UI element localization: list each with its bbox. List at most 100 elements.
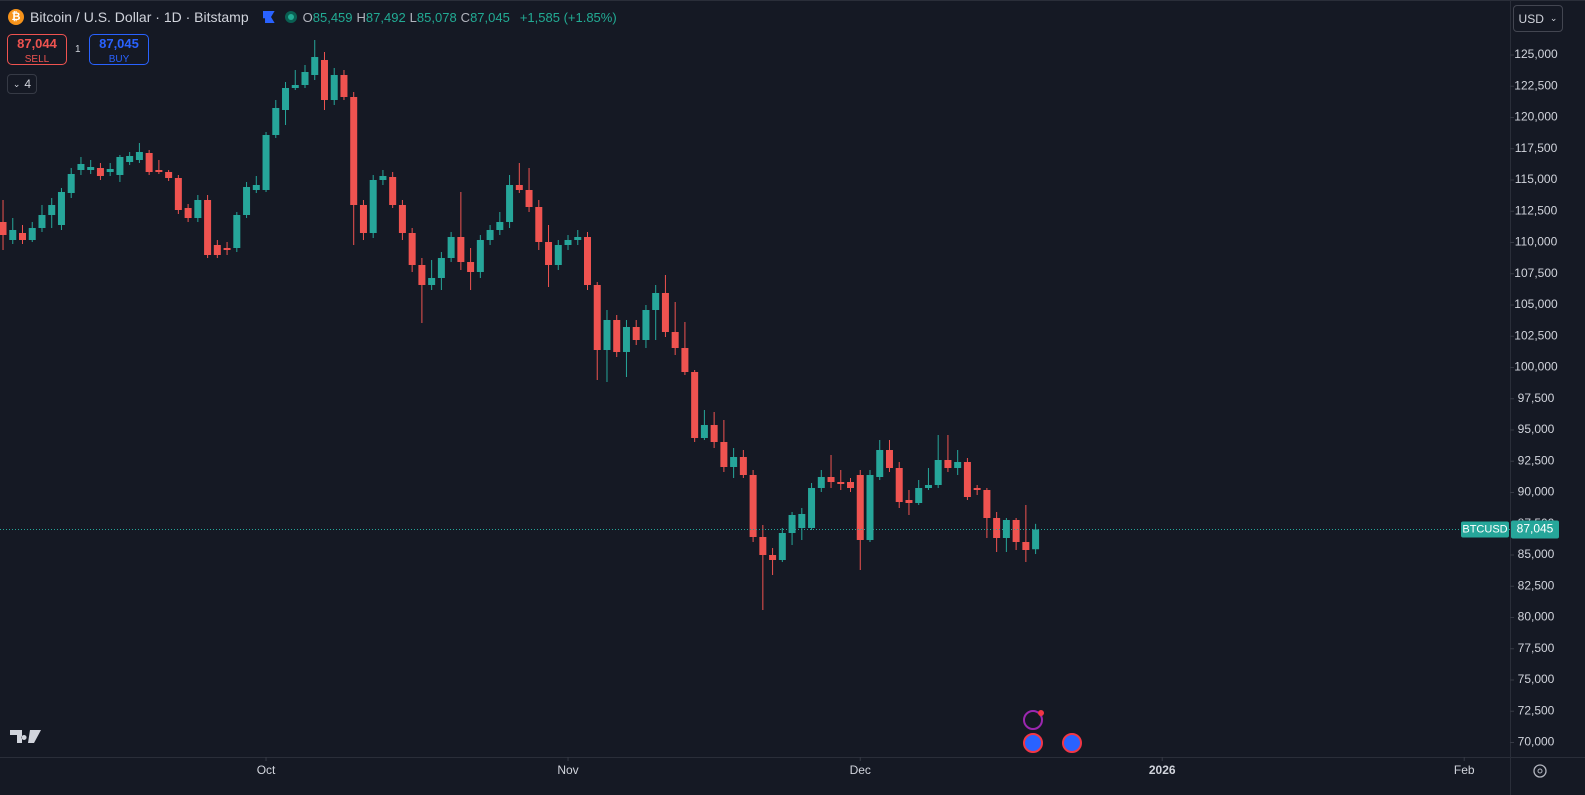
y-tick-label: 107,500 bbox=[1514, 266, 1558, 280]
candle-body bbox=[963, 462, 971, 497]
logo-shape bbox=[10, 730, 41, 743]
y-tick-label: 85,000 bbox=[1518, 547, 1555, 561]
x-tick-label: Nov bbox=[557, 763, 578, 777]
candle-body bbox=[671, 332, 679, 348]
sell-label: SELL bbox=[24, 54, 50, 65]
market-status bbox=[284, 11, 297, 23]
candle-body bbox=[993, 518, 1001, 538]
sell-button[interactable]: 87,044 SELL bbox=[7, 34, 67, 65]
candle-body bbox=[57, 192, 65, 225]
candle-body bbox=[28, 228, 36, 240]
candle-body bbox=[408, 233, 416, 265]
candle-body bbox=[262, 135, 270, 190]
y-tick-label: 70,000 bbox=[1518, 735, 1555, 749]
candle-body bbox=[272, 108, 280, 135]
candle-body bbox=[96, 168, 104, 176]
ohlc-key: H bbox=[356, 9, 366, 25]
candle-body bbox=[282, 88, 290, 110]
candle-body bbox=[778, 533, 786, 560]
gear bbox=[1533, 764, 1547, 778]
candle-body bbox=[700, 425, 708, 438]
event-icon[interactable] bbox=[1023, 710, 1043, 730]
ohlc-key: O bbox=[302, 9, 313, 25]
candle-body bbox=[574, 237, 582, 240]
candle-body bbox=[730, 457, 738, 467]
candle-body bbox=[0, 222, 7, 235]
candle-body bbox=[788, 515, 796, 533]
y-tick-label: 125,000 bbox=[1514, 47, 1558, 61]
candle-body bbox=[622, 327, 630, 352]
candle-body bbox=[213, 245, 221, 255]
symbol-header: ₿ Bitcoin / U.S. Dollar · 1D · Bitstamp … bbox=[8, 9, 617, 25]
candle-body bbox=[808, 488, 816, 528]
symbol-tag-label: BTCUSD bbox=[1462, 523, 1507, 535]
candle-body bbox=[116, 157, 124, 175]
y-tick-label: 112,500 bbox=[1515, 203, 1558, 217]
candle-body bbox=[204, 200, 212, 255]
candle-body bbox=[77, 164, 85, 170]
candle-body bbox=[525, 190, 533, 207]
y-tick-label: 75,000 bbox=[1518, 672, 1555, 686]
candle-body bbox=[1012, 520, 1020, 542]
candle-body bbox=[632, 327, 640, 340]
candle-body bbox=[535, 207, 543, 242]
candle-body bbox=[934, 460, 942, 485]
indicators-count: 4 bbox=[24, 77, 32, 91]
buy-button[interactable]: 87,045 BUY bbox=[89, 34, 149, 65]
flag-icon[interactable] bbox=[262, 11, 275, 23]
ohlc-key: L bbox=[409, 9, 417, 25]
y-tick-label: 82,500 bbox=[1518, 578, 1555, 592]
y-tick-label: 97,500 bbox=[1518, 391, 1555, 405]
candle-body bbox=[720, 442, 728, 467]
candle-body bbox=[311, 57, 319, 75]
y-tick-label: 120,000 bbox=[1514, 110, 1558, 124]
event-icons[interactable] bbox=[1023, 710, 1082, 753]
candle-body bbox=[155, 170, 163, 172]
candle-body bbox=[856, 475, 864, 540]
candle-body bbox=[895, 468, 903, 502]
candle-body bbox=[67, 174, 75, 193]
event-icon[interactable] bbox=[1023, 733, 1043, 753]
candle-body bbox=[389, 177, 397, 205]
ohlc-value: 85,078 bbox=[416, 9, 457, 25]
candle-body bbox=[759, 537, 767, 555]
y-tick-label: 95,000 bbox=[1518, 422, 1555, 436]
event-icon[interactable] bbox=[1062, 733, 1082, 753]
candle-body bbox=[398, 205, 406, 233]
candle-body bbox=[613, 320, 621, 352]
y-tick-label: 122,500 bbox=[1514, 78, 1558, 92]
indicators-toggle[interactable]: ⌄ 4 bbox=[7, 74, 37, 94]
symbol-title[interactable]: Bitcoin / U.S. Dollar · 1D · Bitstamp bbox=[30, 9, 249, 25]
candle-body bbox=[915, 488, 923, 503]
candle-body bbox=[827, 477, 835, 482]
candle-body bbox=[301, 72, 309, 85]
y-tick-label: 80,000 bbox=[1518, 610, 1555, 624]
event-badge bbox=[1038, 710, 1044, 716]
change: +1,585 (+1.85%) bbox=[519, 9, 617, 25]
x-tick-label: Oct bbox=[257, 763, 276, 777]
y-tick-label: 117,500 bbox=[1515, 141, 1558, 155]
candle-body bbox=[769, 555, 777, 560]
candle-body bbox=[593, 285, 601, 350]
sell-price: 87,044 bbox=[17, 36, 57, 51]
candle-body bbox=[252, 185, 260, 190]
candle-body bbox=[486, 230, 494, 240]
candle-body bbox=[1032, 529, 1040, 550]
candle-body bbox=[48, 205, 56, 215]
y-tick-label: 110,000 bbox=[1515, 235, 1558, 249]
candle-body bbox=[330, 75, 338, 100]
settings-icon[interactable] bbox=[1533, 764, 1547, 778]
candle-body bbox=[9, 230, 17, 240]
candle-body bbox=[905, 500, 913, 503]
candle-body bbox=[291, 85, 299, 88]
candle-body bbox=[437, 258, 445, 278]
tv-logo[interactable] bbox=[10, 730, 41, 743]
candle-body bbox=[476, 240, 484, 272]
candle-body bbox=[1002, 520, 1010, 538]
candle-body bbox=[515, 185, 523, 190]
candle-body bbox=[145, 153, 153, 172]
candle-body bbox=[554, 245, 562, 265]
currency-select[interactable]: USD ⌄ bbox=[1513, 5, 1563, 32]
candle-body bbox=[652, 293, 660, 310]
